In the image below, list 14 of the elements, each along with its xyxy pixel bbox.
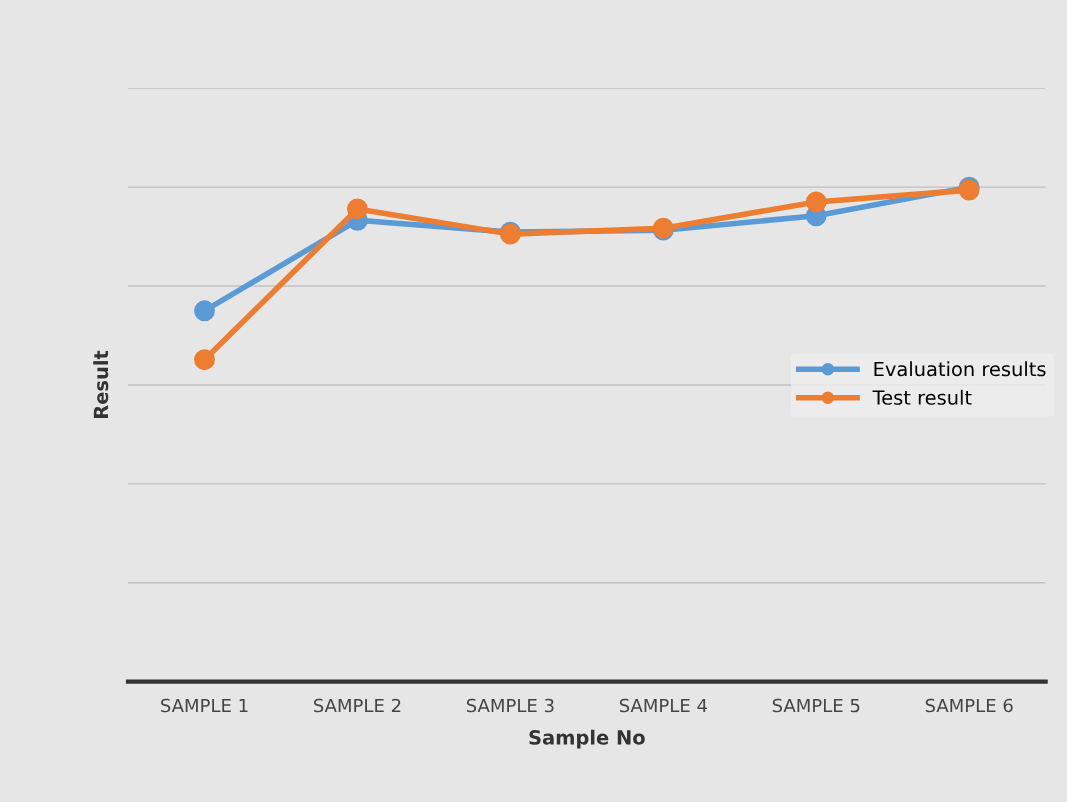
x-tick-label: SAMPLE 2 (313, 698, 401, 713)
point (347, 198, 368, 220)
y-axis-title: Result (93, 350, 109, 418)
x-tick-label: SAMPLE 1 (161, 698, 248, 713)
point (194, 300, 215, 322)
legend-label: Test result (872, 389, 972, 405)
x-tick-label: SAMPLE 5 (772, 698, 860, 713)
x-tick-label: SAMPLE 4 (619, 698, 707, 713)
x-tick-label: SAMPLE 3 (466, 698, 554, 713)
x-tick-label: SAMPLE 6 (925, 698, 1013, 713)
legend-label: Evaluation results (874, 361, 1046, 377)
point (194, 349, 215, 371)
point (805, 191, 827, 213)
x-axis-title: Sample No (529, 729, 645, 749)
